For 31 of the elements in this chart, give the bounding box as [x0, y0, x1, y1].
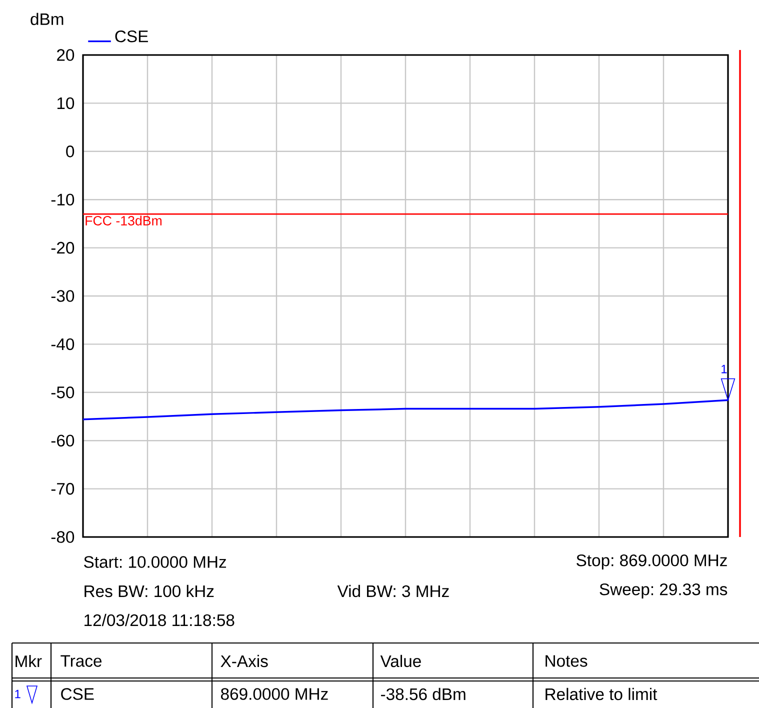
text: Start: 10.0000 MHz	[84, 556, 226, 568]
text: Relative to limit	[546, 688, 658, 700]
text: X-Axis	[220, 654, 268, 668]
text: Notes	[546, 655, 588, 667]
text: Sweep: 29.33 ms	[600, 583, 728, 599]
text: Vid BW: 3 MHz	[337, 584, 449, 598]
y-tick-label: -70	[51, 482, 74, 495]
annotation: 1	[722, 364, 727, 374]
y-tick-label: -80	[51, 531, 74, 543]
text: 869.0000 MHz	[221, 688, 328, 700]
text: Res BW: 100 kHz	[84, 584, 214, 598]
text: 1	[15, 690, 20, 698]
y-tick-label: -60	[51, 434, 74, 447]
y-axis-title: dBm	[30, 12, 64, 26]
legend-label: CSE	[115, 30, 148, 42]
text: CSE	[61, 688, 94, 700]
y-tick-label: -30	[51, 290, 74, 302]
text: Mkr	[16, 654, 42, 668]
y-tick-label: -40	[51, 338, 74, 350]
text: Trace	[60, 655, 102, 667]
text: 12/03/2018 11:18:58	[84, 614, 234, 626]
text: Stop: 869.0000 MHz	[576, 554, 727, 570]
y-tick-label: 20	[57, 49, 74, 61]
y-tick-label: 10	[57, 97, 74, 110]
ref-line-label: FCC -13dBm	[86, 216, 162, 226]
y-tick-label: 0	[66, 146, 74, 158]
y-tick-label: -20	[51, 242, 74, 254]
text: Value	[380, 654, 421, 668]
y-tick-label: -10	[51, 194, 74, 206]
text: -38.56 dBm	[381, 688, 466, 700]
y-tick-label: -50	[51, 386, 74, 398]
